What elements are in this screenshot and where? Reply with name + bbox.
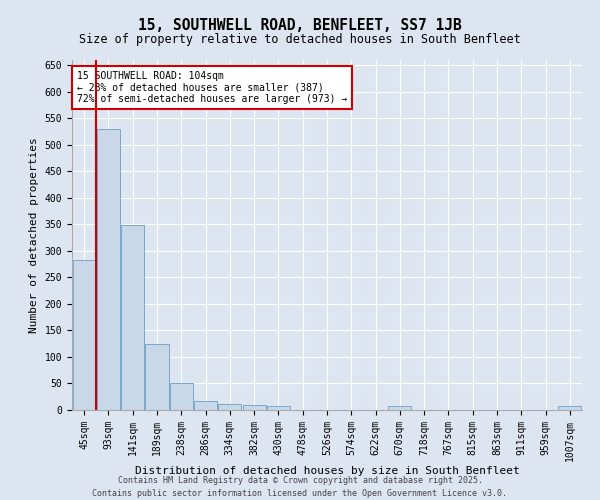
Y-axis label: Number of detached properties: Number of detached properties: [29, 137, 39, 333]
Bar: [267, 406, 290, 410]
Bar: [145, 344, 169, 410]
X-axis label: Distribution of detached houses by size in South Benfleet: Distribution of detached houses by size …: [134, 466, 520, 476]
Text: Contains HM Land Registry data © Crown copyright and database right 2025.
Contai: Contains HM Land Registry data © Crown c…: [92, 476, 508, 498]
Bar: [218, 404, 241, 410]
Text: 15 SOUTHWELL ROAD: 104sqm
← 28% of detached houses are smaller (387)
72% of semi: 15 SOUTHWELL ROAD: 104sqm ← 28% of detac…: [77, 70, 347, 104]
Bar: [559, 406, 581, 410]
Bar: [73, 260, 95, 410]
Text: 15, SOUTHWELL ROAD, BENFLEET, SS7 1JB: 15, SOUTHWELL ROAD, BENFLEET, SS7 1JB: [138, 18, 462, 32]
Bar: [97, 129, 120, 410]
Bar: [194, 401, 217, 410]
Bar: [121, 226, 144, 410]
Bar: [242, 404, 266, 410]
Bar: [170, 384, 193, 410]
Text: Size of property relative to detached houses in South Benfleet: Size of property relative to detached ho…: [79, 32, 521, 46]
Bar: [388, 406, 412, 410]
